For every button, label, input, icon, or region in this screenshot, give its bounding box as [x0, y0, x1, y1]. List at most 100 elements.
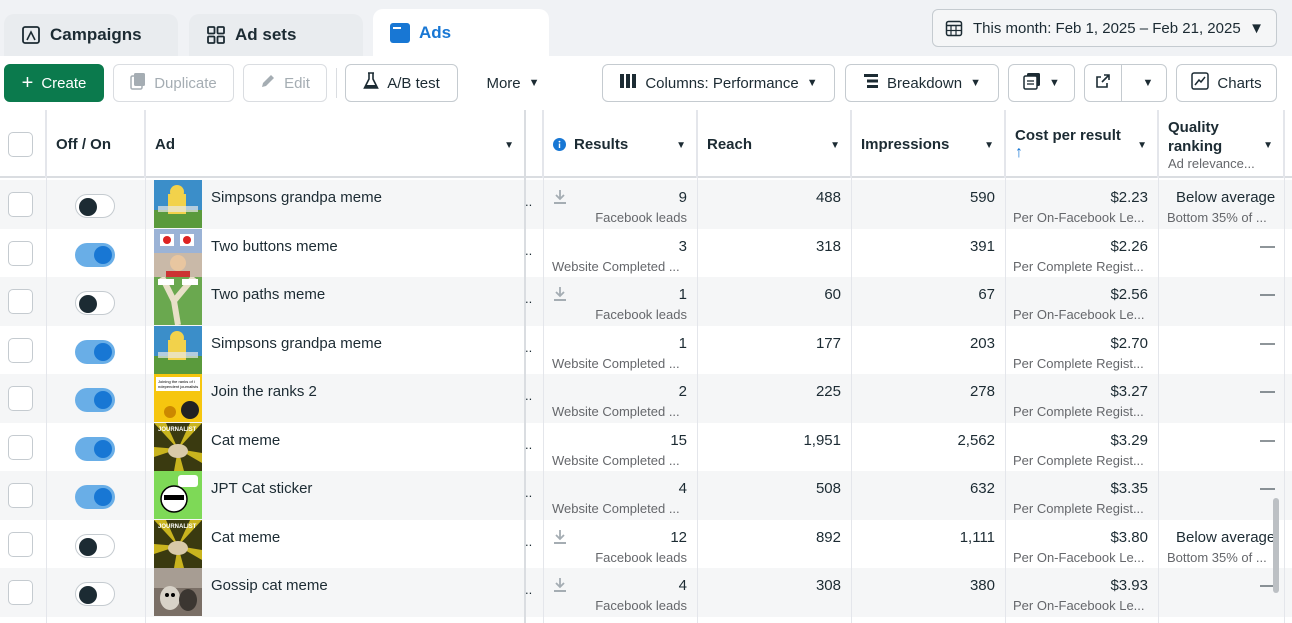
edit-label: Edit — [284, 74, 310, 92]
ad-name[interactable]: Simpsons grandpa meme — [211, 189, 382, 206]
date-range-label: This month: Feb 1, 2025 – Feb 21, 2025 — [973, 19, 1241, 37]
more-button[interactable]: More ▼ — [470, 64, 556, 102]
info-icon[interactable] — [553, 137, 566, 151]
toggle-knob — [94, 245, 112, 264]
chevron-down-icon[interactable]: ▼ — [1137, 140, 1147, 151]
quality-ranking-value: — — [1260, 431, 1275, 449]
column-divider — [1005, 110, 1006, 623]
reports-icon — [1023, 72, 1041, 94]
results-type: Website Completed ... — [552, 452, 680, 468]
ad-thumbnail — [154, 277, 202, 325]
tab-ads-label: Ads — [419, 22, 452, 42]
ad-toggle[interactable] — [75, 388, 115, 412]
row-checkbox[interactable] — [8, 386, 33, 411]
table-row[interactable]: JOURNALIST Cat meme.. 12 Facebook leads 892 1… — [0, 519, 1292, 569]
ad-toggle[interactable] — [75, 485, 115, 509]
row-checkbox[interactable] — [8, 580, 33, 605]
table-row[interactable]: Two buttons meme.. 3 Website Completed ...… — [0, 228, 1292, 278]
results-value: 4 — [678, 480, 687, 497]
impressions-value: 391 — [969, 237, 995, 255]
edit-button[interactable]: Edit — [243, 64, 327, 102]
reach-value: 892 — [815, 528, 841, 546]
ad-toggle[interactable] — [75, 436, 115, 461]
charts-button[interactable]: Charts — [1176, 64, 1277, 102]
download-icon[interactable] — [553, 577, 567, 593]
header-quality-ranking[interactable]: Quality ranking Ad relevance... ▼ — [1158, 110, 1284, 178]
header-cost-per-result[interactable]: Cost per result ↑ ▼ — [1005, 110, 1158, 178]
chevron-down-icon[interactable]: ▼ — [830, 140, 840, 151]
tab-campaigns[interactable]: Campaigns — [4, 14, 178, 56]
table-row[interactable]: Joining the ranks of i ndependent journal… — [0, 374, 1292, 423]
breakdown-button[interactable]: Breakdown ▼ — [845, 64, 999, 102]
chevron-down-icon[interactable]: ▼ — [676, 140, 686, 151]
ad-toggle[interactable] — [75, 582, 115, 606]
chevron-down-icon[interactable]: ▼ — [984, 140, 994, 151]
table-row[interactable]: JPT Cat sticker.. 4 Website Completed ... 5… — [0, 471, 1292, 520]
export-button-group: ▼ — [1084, 64, 1167, 102]
columns-button[interactable]: Columns: Performance ▼ — [602, 64, 835, 102]
ad-name[interactable]: Simpsons grandpa meme — [211, 334, 382, 352]
cost-per-result-type: Per On-Facebook Le... — [1013, 598, 1145, 613]
ad-toggle[interactable] — [75, 291, 115, 315]
ad-name[interactable]: Cat meme — [211, 431, 281, 449]
export-button[interactable] — [1085, 65, 1122, 101]
ad-thumbnail — [154, 325, 202, 374]
duplicate-button[interactable]: Duplicate — [113, 64, 234, 102]
tab-ad-sets[interactable]: Ad sets — [189, 14, 363, 56]
ad-name[interactable]: Cat meme — [211, 528, 281, 546]
table-row[interactable]: JOURNALIST Cat meme.. 15 Website Completed … — [0, 422, 1292, 472]
export-menu-button[interactable]: ▼ — [1130, 65, 1166, 101]
row-checkbox[interactable] — [8, 434, 33, 460]
reach-value: 225 — [815, 383, 841, 400]
download-icon[interactable] — [553, 529, 567, 545]
cost-per-result-value: $2.26 — [1110, 237, 1148, 255]
date-range-picker[interactable]: This month: Feb 1, 2025 – Feb 21, 2025 ▼ — [932, 9, 1277, 47]
impressions-value: 2,562 — [957, 431, 995, 449]
chevron-down-icon[interactable]: ▼ — [504, 140, 514, 151]
ad-toggle[interactable] — [75, 194, 115, 218]
ad-name[interactable]: JPT Cat sticker — [211, 480, 313, 497]
header-impressions[interactable]: Impressions ▼ — [851, 110, 1005, 178]
ad-thumbnail: Joining the ranks of i ndependent journal… — [154, 374, 202, 422]
download-icon[interactable] — [553, 189, 567, 205]
table-row[interactable]: Gossip cat meme.. 4 Facebook leads 308 380 $3… — [0, 568, 1292, 617]
row-checkbox[interactable] — [8, 289, 33, 314]
cost-per-result-type: Per Complete Regist... — [1013, 501, 1144, 516]
ad-name[interactable]: Gossip cat meme — [211, 577, 328, 594]
header-ad[interactable]: Ad ▼ — [145, 110, 525, 178]
quality-ranking-detail: Bottom 35% of ... — [1167, 549, 1267, 565]
header-results[interactable]: Results ▼ — [543, 110, 697, 178]
ad-name[interactable]: Two buttons meme — [211, 237, 338, 255]
row-checkbox[interactable] — [8, 240, 33, 266]
table-row[interactable]: Simpsons grandpa meme.. 1 Website Complete… — [0, 325, 1292, 375]
row-checkbox[interactable] — [8, 531, 33, 557]
table-row[interactable]: Two paths meme.. 1 Facebook leads 60 67 $2.56… — [0, 277, 1292, 326]
chevron-down-icon: ▼ — [1249, 19, 1264, 37]
chevron-down-icon[interactable]: ▼ — [1263, 140, 1273, 151]
ad-toggle[interactable] — [75, 533, 115, 558]
vertical-scrollbar[interactable] — [1273, 498, 1279, 593]
toolbar: + Create Duplicate Edit A/B test More ▼ … — [0, 56, 1292, 110]
ad-toggle[interactable] — [75, 339, 115, 364]
header-reach[interactable]: Reach ▼ — [697, 110, 851, 178]
row-checkbox[interactable] — [8, 337, 33, 363]
results-type: Facebook leads — [595, 210, 687, 225]
download-icon[interactable] — [553, 286, 567, 302]
header-results-label: Results — [574, 135, 629, 153]
table-row[interactable]: Simpsons grandpa meme.. 9 Facebook leads 48… — [0, 180, 1292, 229]
column-divider — [145, 110, 146, 623]
cost-per-result-value: $2.70 — [1110, 334, 1148, 352]
row-checkbox[interactable] — [8, 192, 33, 217]
reports-button[interactable]: ▼ — [1008, 64, 1075, 102]
ad-toggle[interactable] — [75, 242, 115, 267]
create-button[interactable]: + Create — [4, 64, 104, 102]
chevron-down-icon: ▼ — [528, 77, 540, 89]
results-value: 2 — [678, 383, 687, 400]
tab-ads[interactable]: Ads — [373, 9, 549, 56]
row-checkbox[interactable] — [8, 483, 33, 508]
ad-name[interactable]: Join the ranks 2 — [211, 383, 317, 400]
ad-name[interactable]: Two paths meme — [211, 286, 326, 303]
ab-test-button[interactable]: A/B test — [345, 64, 458, 102]
select-all-checkbox[interactable] — [8, 132, 33, 157]
results-value: 1 — [678, 334, 687, 352]
